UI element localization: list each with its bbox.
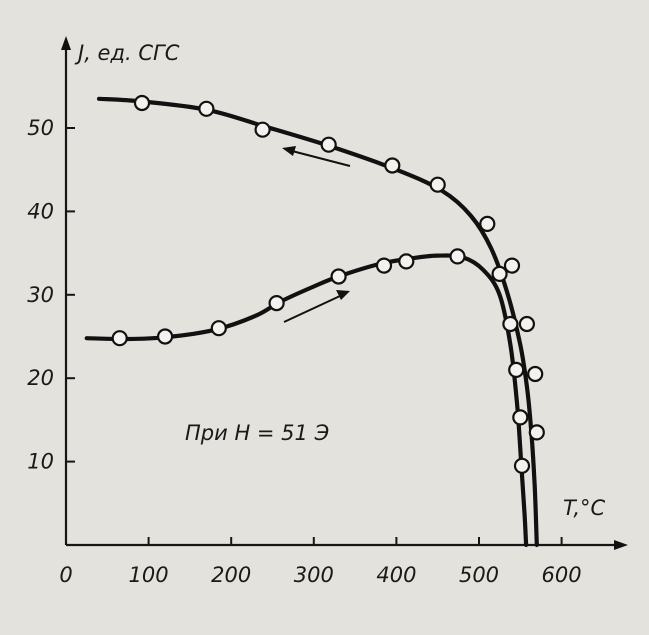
- y-tick-label: 30: [27, 283, 54, 307]
- x-tick-label: 100: [129, 563, 169, 587]
- heating-data-point: [111, 330, 128, 347]
- y-axis-arrow: [61, 36, 71, 50]
- heating-data-point: [502, 315, 519, 333]
- cooling-data-point: [479, 215, 496, 232]
- heating-curve: [84, 253, 529, 548]
- heating-data-point: [512, 409, 529, 426]
- heating-data-point: [449, 248, 466, 265]
- cooling-data-point: [133, 94, 151, 112]
- heating-data-point: [508, 361, 525, 378]
- heating-direction-arrow: [283, 290, 350, 323]
- x-tick-label: 0: [59, 563, 72, 587]
- cooling-data-point: [503, 257, 521, 274]
- x-tick-label: 500: [459, 563, 499, 587]
- x-axis-title: T,°C: [563, 496, 606, 520]
- x-tick-label: 300: [294, 563, 334, 587]
- cooling-direction-arrow: [282, 146, 351, 167]
- y-axis-title: J, ед. СГС: [74, 41, 180, 65]
- cooling-data-point: [254, 121, 271, 138]
- cooling-data-point: [429, 176, 446, 193]
- cooling-data-point: [518, 315, 536, 333]
- y-tick-label: 50: [27, 116, 54, 140]
- x-ticks: 0 100 200 300 400 500 600: [59, 537, 582, 587]
- heating-data-point: [268, 295, 285, 312]
- field-annotation: При H = 51 Э: [185, 421, 330, 445]
- y-tick-label: 40: [27, 199, 54, 223]
- x-tick-label: 200: [211, 563, 251, 587]
- x-axis-arrow: [614, 540, 628, 550]
- markers: [111, 94, 545, 474]
- cooling-data-point: [320, 136, 337, 153]
- y-ticks: 10 20 30 40 50: [27, 116, 75, 474]
- cooling-data-point: [198, 100, 215, 117]
- y-tick-label: 10: [27, 450, 54, 474]
- x-tick-label: 600: [542, 563, 582, 587]
- heating-data-point: [330, 268, 347, 285]
- heating-data-point: [210, 320, 227, 337]
- cooling-data-point: [527, 365, 544, 383]
- cooling-data-point: [384, 157, 401, 174]
- cooling-curve: [96, 96, 539, 548]
- x-tick-label: 400: [376, 563, 416, 587]
- curves: [84, 96, 539, 548]
- y-tick-label: 20: [27, 366, 54, 390]
- cooling-data-point: [528, 424, 545, 441]
- heating-data-point: [398, 253, 415, 270]
- heating-data-point: [375, 257, 393, 274]
- heating-data-point: [157, 328, 174, 345]
- heating-data-point: [491, 265, 508, 282]
- heating-data-point: [513, 457, 531, 474]
